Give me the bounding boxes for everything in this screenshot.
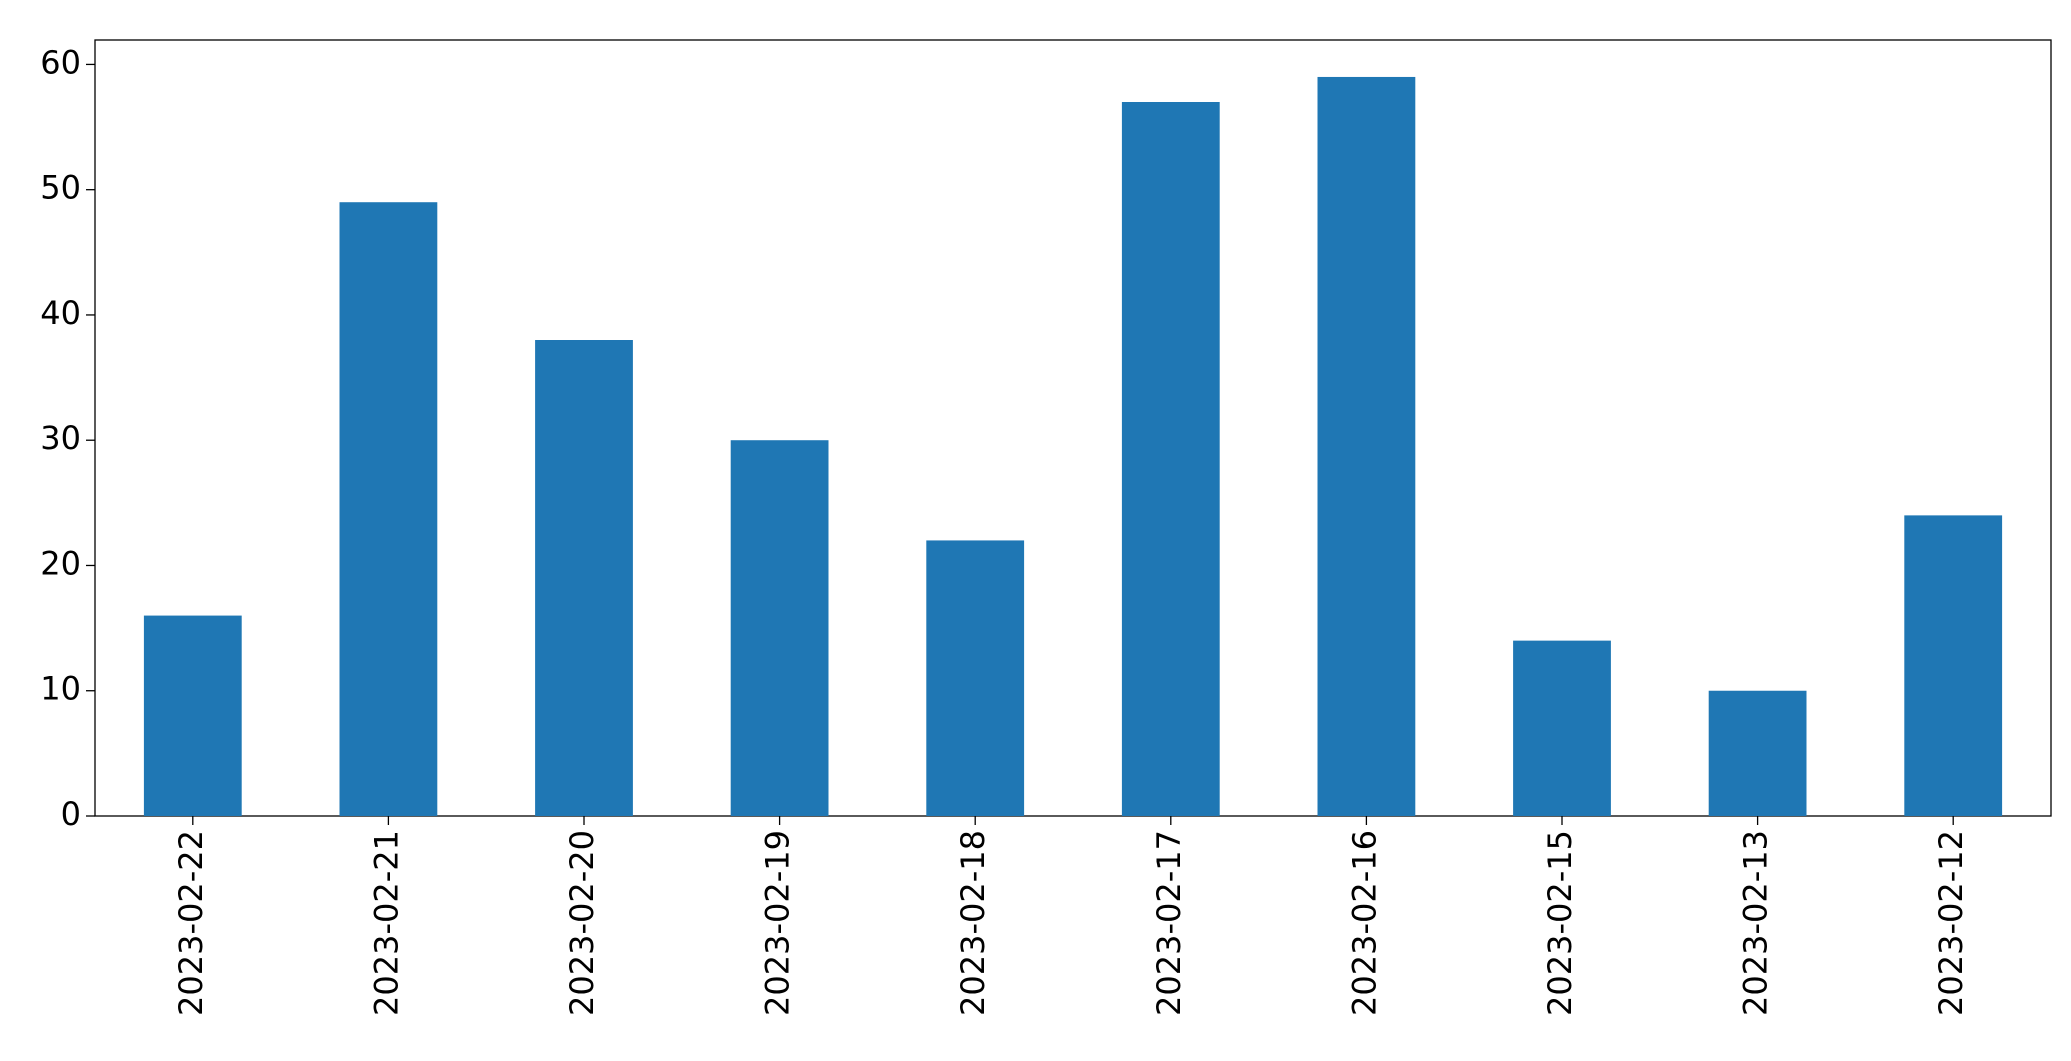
y-tick-label: 40 <box>40 294 81 332</box>
plot-frame <box>94 39 2052 817</box>
x-tick-label: 2023-02-12 <box>1932 830 1970 1016</box>
x-tick-label: 2023-02-22 <box>172 830 210 1016</box>
bar <box>535 340 633 816</box>
y-tick-label: 60 <box>40 43 81 81</box>
bar <box>1317 76 1416 816</box>
y-tick-label: 10 <box>40 670 81 708</box>
bar <box>1513 640 1611 816</box>
y-tick-label: 20 <box>40 544 81 582</box>
y-tick-label: 50 <box>40 169 81 207</box>
bar <box>730 440 829 816</box>
y-tick-label: 0 <box>61 795 81 833</box>
bar <box>143 615 242 816</box>
x-tick-label: 2023-02-15 <box>1541 830 1579 1016</box>
x-tick-label: 2023-02-21 <box>367 830 405 1016</box>
x-tick-label: 2023-02-16 <box>1345 830 1383 1016</box>
bar <box>1904 515 2003 816</box>
x-tick-label: 2023-02-13 <box>1737 830 1775 1016</box>
x-tick-label: 2023-02-20 <box>563 830 601 1016</box>
bar <box>1121 102 1220 817</box>
bar <box>1708 690 1807 816</box>
x-tick-label: 2023-02-17 <box>1150 830 1188 1016</box>
bar <box>339 202 438 816</box>
bar <box>926 540 1025 816</box>
y-tick-label: 30 <box>40 419 81 457</box>
x-tick-label: 2023-02-19 <box>759 830 797 1016</box>
x-tick-label: 2023-02-18 <box>954 830 992 1016</box>
